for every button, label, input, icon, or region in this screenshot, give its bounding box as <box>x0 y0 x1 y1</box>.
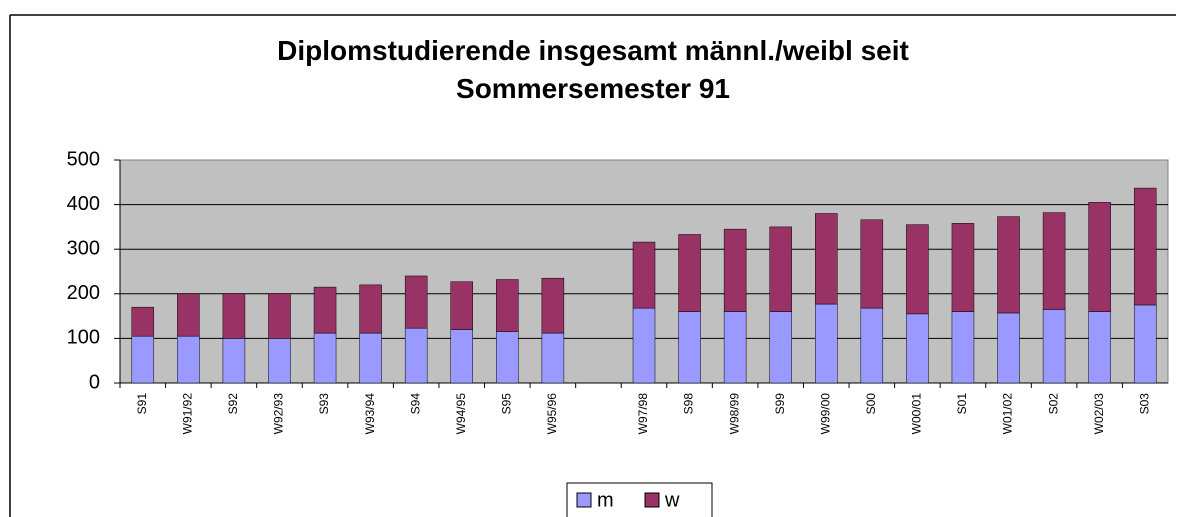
bar-segment <box>678 234 701 312</box>
bar-segment <box>723 228 747 312</box>
x-tick-label: W92/93 <box>272 393 286 435</box>
legend-label: w <box>664 489 680 511</box>
bar-segment <box>450 329 473 384</box>
bar-segment <box>268 338 291 384</box>
x-tick-label: W02/03 <box>1092 393 1106 435</box>
legend-label: m <box>597 489 614 511</box>
y-tick-label: 500 <box>67 148 100 170</box>
bar-segment <box>997 216 1020 314</box>
bar-segment <box>906 224 929 315</box>
bar-segment <box>997 312 1020 384</box>
bar-segment <box>815 213 838 305</box>
bar-segment <box>723 311 747 384</box>
x-tick-label: W99/00 <box>818 393 832 435</box>
bar-segment <box>678 311 701 384</box>
bar-segment <box>1133 187 1157 306</box>
x-tick-label: W01/02 <box>1001 393 1015 435</box>
x-tick-label: S93 <box>317 393 331 415</box>
bar-segment <box>906 313 929 384</box>
bar-segment <box>404 275 428 329</box>
bar-segment <box>1042 309 1066 384</box>
chart-title: Diplomstudierende insgesamt männl./weibl… <box>277 35 909 104</box>
x-tick-label: S91 <box>135 393 149 415</box>
x-tick-label: S92 <box>226 393 240 415</box>
x-tick-label: W91/92 <box>181 393 195 435</box>
bar-segment <box>1088 311 1111 384</box>
bar-segment <box>951 311 975 384</box>
x-tick-label: W97/98 <box>636 393 650 435</box>
bar-segment <box>450 281 473 330</box>
y-tick-label: 100 <box>67 327 100 349</box>
x-tick-label: S99 <box>773 393 787 415</box>
bar-segment <box>632 241 656 309</box>
bar-segment <box>541 277 565 334</box>
bar-segment <box>131 335 155 384</box>
bar-segment <box>860 219 884 309</box>
x-tick-label: S94 <box>408 393 422 415</box>
bar-segment <box>815 303 838 384</box>
bar-segment <box>632 307 656 384</box>
bar-segment <box>860 307 884 384</box>
bar-segment <box>769 226 792 312</box>
x-tick-label: W00/01 <box>910 393 924 435</box>
bar-segment <box>951 223 975 312</box>
bar-segment <box>222 293 246 339</box>
bar-segment <box>541 332 565 384</box>
y-tick-label: 400 <box>67 193 100 215</box>
x-tick-label: W94/95 <box>454 393 468 435</box>
x-tick-label: S01 <box>955 393 969 415</box>
x-tick-label: S95 <box>499 393 513 415</box>
bar-segment <box>177 335 200 384</box>
bar-segment <box>313 286 337 334</box>
bar-segment <box>359 284 382 334</box>
x-tick-label: W95/96 <box>545 393 559 435</box>
x-tick-label: S98 <box>682 393 696 415</box>
legend-swatch <box>644 492 660 508</box>
bar-segment <box>1088 202 1111 312</box>
bar-segment <box>404 327 428 384</box>
bar-segment <box>1042 212 1066 310</box>
x-tick-label: S03 <box>1137 393 1151 415</box>
bar-segment <box>496 331 519 384</box>
y-tick-label: 0 <box>89 371 100 393</box>
x-tick-label: W98/99 <box>727 393 741 435</box>
bar-segment <box>177 293 200 337</box>
x-tick-label: W93/94 <box>363 393 377 435</box>
y-tick-label: 300 <box>67 237 100 259</box>
bar-segment <box>496 279 519 332</box>
bar-segment <box>268 293 291 339</box>
bar-segment <box>222 338 246 384</box>
x-tick-label: S00 <box>864 393 878 415</box>
legend-swatch <box>576 492 592 508</box>
bar-segment <box>313 332 337 384</box>
x-tick-label: S02 <box>1046 393 1060 415</box>
bar-segment <box>1133 304 1157 384</box>
bar-segment <box>359 332 382 384</box>
bar-segment <box>769 311 792 384</box>
y-tick-label: 200 <box>67 282 100 304</box>
bar-segment <box>131 306 155 337</box>
